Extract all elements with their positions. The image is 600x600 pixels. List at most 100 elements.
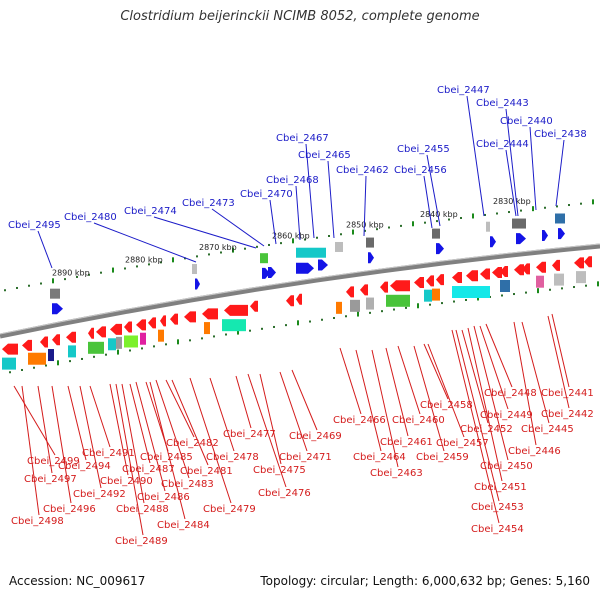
plus-feature-block[interactable]: [432, 228, 440, 239]
minus-gene-label[interactable]: Cbei_2461: [380, 437, 433, 448]
minus-gene-label[interactable]: Cbei_2478: [206, 452, 259, 463]
plus-gene-label[interactable]: Cbei_2468: [266, 175, 319, 186]
plus-gene-arrow[interactable]: [368, 252, 374, 264]
minus-gene-label[interactable]: Cbei_2485: [140, 452, 193, 463]
minus-gene-arrow[interactable]: [522, 263, 530, 275]
minus-gene-arrow[interactable]: [202, 308, 218, 320]
minus-gene-label[interactable]: Cbei_2497: [24, 474, 77, 485]
minus-feature-block[interactable]: [366, 297, 374, 310]
plus-gene-arrow[interactable]: [542, 229, 548, 241]
minus-gene-label[interactable]: Cbei_2457: [436, 438, 489, 449]
minus-feature-block[interactable]: [554, 273, 564, 286]
minus-gene-label[interactable]: Cbei_2454: [471, 524, 524, 535]
minus-gene-label[interactable]: Cbei_2496: [43, 504, 96, 515]
minus-gene-arrow[interactable]: [286, 295, 294, 307]
plus-gene-label[interactable]: Cbei_2455: [397, 144, 450, 155]
minus-gene-label[interactable]: Cbei_2451: [474, 482, 527, 493]
minus-gene-arrow[interactable]: [184, 311, 196, 323]
minus-gene-arrow[interactable]: [52, 334, 60, 346]
minus-feature-block[interactable]: [2, 357, 16, 370]
minus-gene-arrow[interactable]: [224, 304, 248, 316]
minus-gene-arrow[interactable]: [66, 331, 76, 343]
minus-gene-arrow[interactable]: [514, 264, 524, 276]
minus-feature-block[interactable]: [222, 319, 246, 332]
minus-gene-label[interactable]: Cbei_2459: [416, 452, 469, 463]
minus-gene-label[interactable]: Cbei_2463: [370, 468, 423, 479]
plus-gene-label[interactable]: Cbei_2444: [476, 139, 529, 150]
plus-gene-label[interactable]: Cbei_2467: [276, 133, 329, 144]
minus-feature-block[interactable]: [536, 275, 544, 288]
plus-feature-block[interactable]: [260, 253, 268, 264]
minus-gene-arrow[interactable]: [88, 327, 94, 339]
minus-gene-label[interactable]: Cbei_2448: [484, 388, 537, 399]
minus-feature-block[interactable]: [424, 289, 432, 302]
minus-gene-arrow[interactable]: [22, 339, 32, 351]
minus-gene-label[interactable]: Cbei_2494: [58, 461, 111, 472]
minus-gene-arrow[interactable]: [360, 284, 368, 296]
minus-gene-arrow[interactable]: [124, 321, 132, 333]
minus-gene-arrow[interactable]: [160, 315, 166, 327]
minus-gene-arrow[interactable]: [346, 286, 354, 298]
minus-feature-block[interactable]: [88, 341, 104, 354]
plus-gene-label[interactable]: Cbei_2443: [476, 98, 529, 109]
minus-gene-arrow[interactable]: [536, 261, 546, 273]
plus-feature-block[interactable]: [192, 264, 197, 275]
minus-gene-label[interactable]: Cbei_2460: [392, 415, 445, 426]
minus-gene-label[interactable]: Cbei_2479: [203, 504, 256, 515]
minus-gene-arrow[interactable]: [492, 266, 502, 278]
minus-gene-label[interactable]: Cbei_2491: [82, 448, 135, 459]
minus-gene-arrow[interactable]: [500, 266, 508, 277]
minus-gene-arrow[interactable]: [414, 276, 424, 288]
minus-gene-label[interactable]: Cbei_2441: [541, 388, 594, 399]
minus-gene-arrow[interactable]: [296, 293, 302, 305]
minus-gene-label[interactable]: Cbei_2477: [223, 429, 276, 440]
plus-gene-label[interactable]: Cbei_2474: [124, 206, 177, 217]
minus-feature-block[interactable]: [386, 294, 410, 307]
minus-gene-label[interactable]: Cbei_2475: [253, 465, 306, 476]
plus-gene-arrow[interactable]: [318, 259, 328, 271]
minus-gene-label[interactable]: Cbei_2452: [460, 424, 513, 435]
minus-gene-label[interactable]: Cbei_2486: [137, 492, 190, 503]
minus-gene-label[interactable]: Cbei_2481: [180, 466, 233, 477]
minus-feature-block[interactable]: [500, 280, 510, 292]
minus-gene-arrow[interactable]: [426, 275, 434, 287]
minus-gene-label[interactable]: Cbei_2449: [480, 410, 533, 421]
plus-gene-label[interactable]: Cbei_2470: [240, 189, 293, 200]
minus-gene-label[interactable]: Cbei_2464: [353, 452, 406, 463]
plus-gene-arrow[interactable]: [262, 267, 270, 279]
plus-gene-arrow[interactable]: [296, 262, 314, 274]
plus-gene-label[interactable]: Cbei_2495: [8, 220, 61, 231]
minus-feature-block[interactable]: [204, 322, 210, 335]
minus-gene-label[interactable]: Cbei_2483: [161, 479, 214, 490]
plus-feature-block[interactable]: [512, 218, 526, 229]
minus-feature-block[interactable]: [124, 335, 138, 348]
plus-feature-block[interactable]: [296, 247, 326, 258]
plus-gene-label[interactable]: Cbei_2447: [437, 85, 490, 96]
plus-feature-block[interactable]: [555, 213, 565, 224]
plus-gene-label[interactable]: Cbei_2480: [64, 212, 117, 223]
minus-gene-arrow[interactable]: [466, 270, 478, 282]
minus-feature-block[interactable]: [108, 338, 116, 351]
minus-gene-label[interactable]: Cbei_2466: [333, 415, 386, 426]
minus-gene-arrow[interactable]: [148, 317, 156, 329]
minus-gene-arrow[interactable]: [584, 256, 592, 268]
minus-gene-label[interactable]: Cbei_2453: [471, 502, 524, 513]
minus-gene-arrow[interactable]: [40, 336, 48, 348]
minus-feature-block[interactable]: [350, 299, 360, 312]
minus-gene-arrow[interactable]: [390, 280, 410, 292]
plus-gene-label[interactable]: Cbei_2456: [394, 165, 447, 176]
minus-gene-arrow[interactable]: [110, 323, 122, 335]
plus-gene-label[interactable]: Cbei_2465: [298, 150, 351, 161]
minus-gene-label[interactable]: Cbei_2487: [122, 464, 175, 475]
minus-gene-arrow[interactable]: [136, 319, 146, 331]
plus-feature-block[interactable]: [50, 288, 60, 299]
plus-gene-label[interactable]: Cbei_2473: [182, 198, 235, 209]
plus-feature-block[interactable]: [335, 241, 343, 252]
minus-feature-block[interactable]: [68, 345, 76, 358]
minus-gene-arrow[interactable]: [452, 272, 462, 284]
minus-gene-arrow[interactable]: [2, 343, 18, 355]
plus-gene-arrow[interactable]: [516, 233, 526, 245]
plus-gene-label[interactable]: Cbei_2462: [336, 165, 389, 176]
minus-feature-block[interactable]: [576, 271, 586, 284]
minus-feature-block[interactable]: [116, 336, 122, 349]
